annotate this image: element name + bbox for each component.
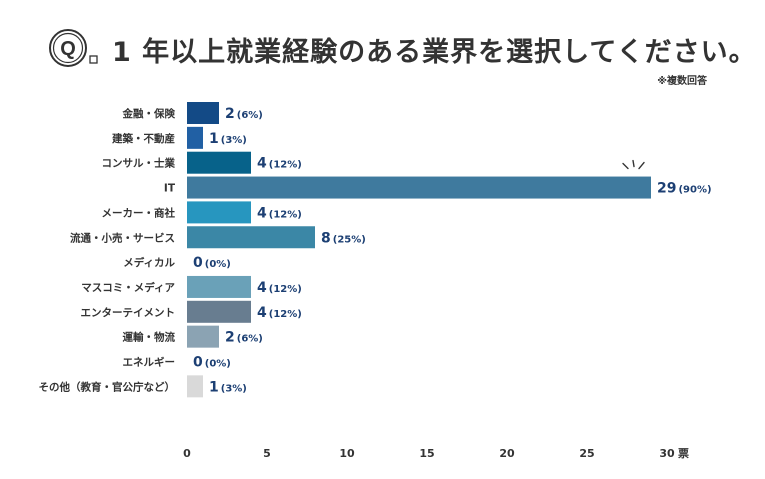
- data-value: 4: [257, 305, 267, 321]
- emphasis-mark: [632, 159, 635, 168]
- category-label: 建築・不動産: [111, 132, 175, 145]
- data-value: 2: [225, 330, 235, 346]
- data-label: 4 (12%): [257, 280, 302, 296]
- x-tick-label: 30: [659, 447, 675, 460]
- data-label: 29 (90%): [657, 181, 712, 197]
- data-label: 2 (6%): [225, 106, 263, 122]
- data-percent: (90%): [678, 185, 711, 196]
- data-percent: (12%): [269, 309, 302, 320]
- data-label: 0 (0%): [193, 355, 231, 371]
- multiple-answers-note: ※複数回答: [657, 76, 707, 87]
- category-label: エンターテイメント: [81, 307, 176, 319]
- data-value: 0: [193, 355, 203, 371]
- data-value: 0: [193, 255, 203, 271]
- data-value: 4: [257, 156, 267, 172]
- category-label: 流通・小売・サービス: [70, 231, 175, 244]
- category-label: IT: [164, 183, 176, 195]
- data-percent: (3%): [221, 135, 247, 146]
- bar: [187, 300, 251, 323]
- data-value: 4: [257, 280, 267, 296]
- data-percent: (6%): [237, 334, 263, 345]
- category-label: メーカー・商社: [102, 206, 176, 219]
- data-label: 1 (3%): [209, 131, 247, 147]
- data-label: 2 (6%): [225, 330, 263, 346]
- category-label: 運輸・物流: [123, 331, 176, 344]
- category-label: その他（教育・官公庁など）: [39, 380, 176, 393]
- bar: [187, 226, 315, 249]
- data-percent: (25%): [333, 234, 366, 245]
- data-percent: (0%): [205, 259, 231, 270]
- data-percent: (12%): [269, 160, 302, 171]
- data-percent: (6%): [237, 110, 263, 121]
- data-value: 1: [209, 131, 219, 147]
- data-percent: (0%): [205, 359, 231, 370]
- q-letter: Q: [60, 38, 76, 60]
- x-tick-label: 20: [499, 447, 515, 460]
- category-label: 金融・保険: [122, 107, 176, 120]
- bar: [187, 325, 219, 348]
- page-title: 1 年以上就業経験のある業界を選択してください。: [112, 37, 757, 68]
- data-percent: (12%): [269, 209, 302, 220]
- data-value: 29: [657, 181, 676, 197]
- x-tick-label: 10: [339, 447, 355, 460]
- emphasis-mark: [622, 162, 629, 170]
- category-label: マスコミ・メディア: [81, 281, 175, 294]
- bar: [187, 126, 203, 149]
- data-label: 0 (0%): [193, 255, 231, 271]
- x-tick-label: 15: [419, 447, 434, 460]
- bar: [187, 375, 203, 398]
- bar: [187, 102, 219, 124]
- data-label: 4 (12%): [257, 156, 302, 172]
- x-tick-label: 25: [579, 447, 594, 460]
- bar: [187, 151, 251, 174]
- data-label: 4 (12%): [257, 305, 302, 321]
- bar: [187, 275, 251, 298]
- data-percent: (3%): [221, 383, 247, 394]
- bar: [187, 201, 251, 224]
- data-label: 8 (25%): [321, 230, 366, 246]
- data-label: 4 (12%): [257, 205, 302, 221]
- x-tick-label: 0: [183, 447, 191, 460]
- x-unit-label: 票: [678, 447, 689, 460]
- data-value: 2: [225, 106, 235, 122]
- category-label: メディカル: [123, 256, 175, 269]
- category-label: コンサル・士業: [102, 157, 176, 170]
- emphasis-mark: [638, 161, 645, 170]
- category-label: エネルギー: [123, 356, 176, 369]
- data-value: 1: [209, 379, 219, 395]
- data-value: 4: [257, 205, 267, 221]
- data-label: 1 (3%): [209, 379, 247, 395]
- x-tick-label: 5: [263, 447, 271, 460]
- data-percent: (12%): [269, 284, 302, 295]
- bar: [187, 176, 651, 199]
- q-logo-icon: Q: [49, 29, 98, 67]
- data-value: 8: [321, 230, 331, 246]
